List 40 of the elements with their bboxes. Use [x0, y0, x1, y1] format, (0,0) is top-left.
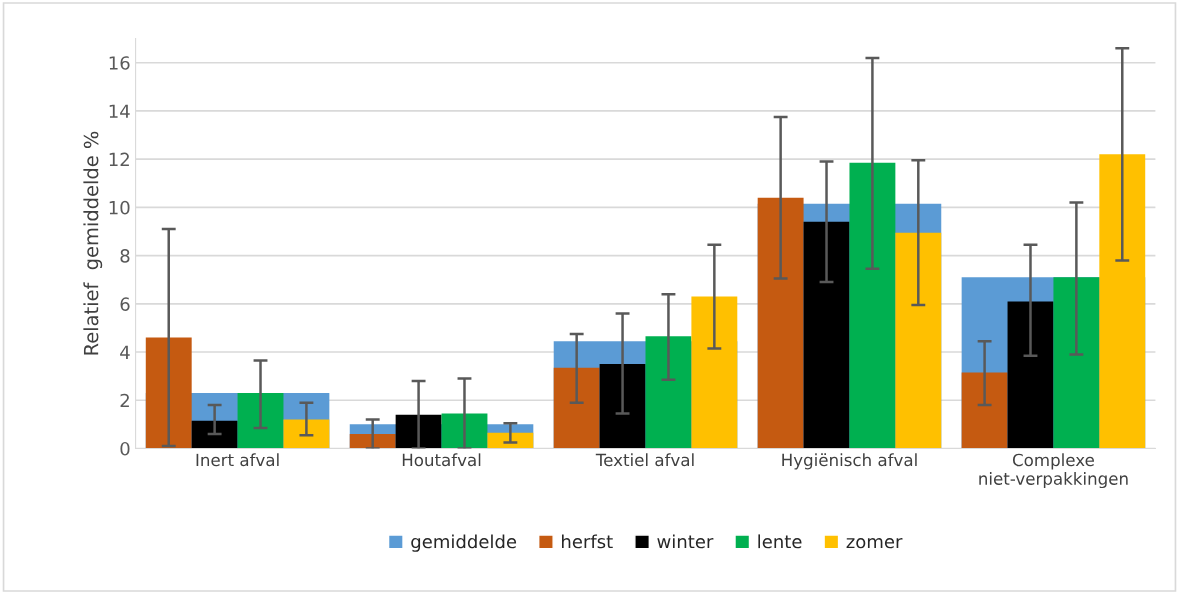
bar: [237, 393, 284, 449]
bar: [283, 419, 330, 449]
bar: [849, 162, 896, 449]
x-tick-label: Hygiënisch afval: [782, 453, 917, 470]
bar: [487, 432, 534, 449]
bar: [961, 372, 1008, 449]
y-tick-label: 4: [120, 345, 130, 359]
bar: [895, 232, 942, 449]
y-axis-title: Relatief gemiddelde %: [83, 131, 103, 355]
x-tick-label: Houtafval: [402, 453, 481, 467]
bar: [1007, 301, 1054, 449]
bar: [803, 221, 850, 449]
y-tick-label: 14: [109, 104, 130, 118]
legend-label: winter: [657, 534, 714, 549]
bar: [145, 337, 192, 449]
y-tick-label: 12: [109, 152, 129, 167]
y-tick-label: 2: [120, 393, 129, 408]
bar: [553, 367, 600, 449]
y-tick-label: 16: [109, 56, 130, 70]
bar: [757, 197, 804, 449]
legend-label: gemiddelde: [411, 534, 517, 552]
y-tick-label: 6: [120, 297, 130, 311]
bar: [441, 413, 488, 449]
legend-label: herfst: [562, 534, 613, 549]
x-tick-label: Inert afval: [196, 453, 279, 467]
bar: [599, 364, 646, 449]
bar: [1099, 154, 1146, 449]
bar: [191, 420, 238, 449]
x-tick-label: Textiel afval: [595, 453, 694, 467]
x-tick-label: Complexe niet-verpakkingen: [979, 453, 1128, 489]
legend-label: lente: [758, 534, 802, 549]
legend-label: zomer: [846, 538, 903, 549]
bar: [645, 336, 692, 449]
y-tick-label: 0: [120, 441, 130, 456]
bar: [349, 434, 396, 449]
bar: [395, 414, 442, 449]
y-tick-label: 8: [120, 249, 130, 263]
bar: [691, 296, 738, 449]
y-tick-label: 10: [109, 200, 130, 215]
bar: [1053, 277, 1100, 449]
